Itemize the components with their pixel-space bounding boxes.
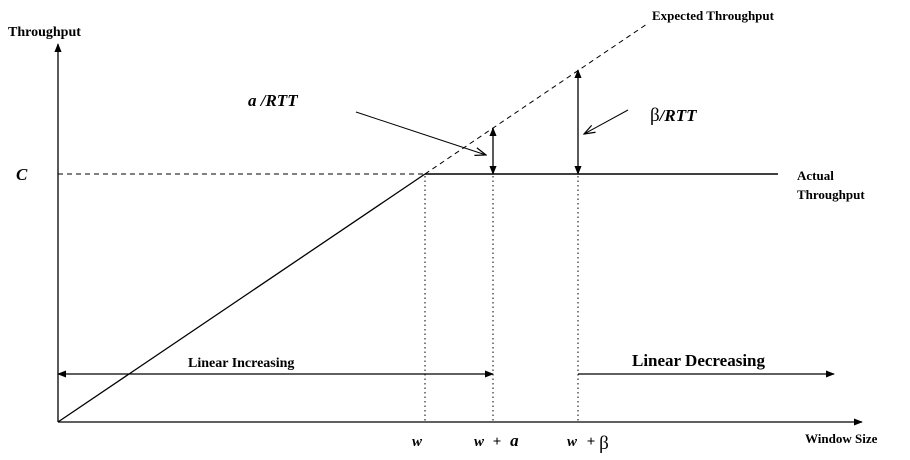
throughput-ramp-line	[57, 173, 426, 423]
w-plus-a-tick-label: w + a	[474, 431, 519, 450]
w-plus-a-a: a	[510, 431, 519, 450]
y-axis-label: Throughput	[8, 25, 81, 40]
actual-throughput-label-line2: Throughput	[797, 187, 865, 202]
w-plus-beta-tick-label: w + β	[567, 433, 609, 454]
actual-throughput-label-line1: Actual	[797, 168, 834, 183]
beta-label-pointer	[584, 109, 629, 134]
expected-throughput-label: Expected Throughput	[652, 8, 775, 23]
x-axis-label: Window Size	[805, 431, 878, 446]
w-plus-b-plus: +	[587, 434, 596, 450]
w-plus-b-beta: β	[599, 433, 609, 454]
capacity-label: C	[16, 165, 28, 184]
beta-rtt-suffix: /RTT	[658, 106, 697, 125]
linear-increasing-label: Linear Increasing	[188, 356, 294, 371]
alpha-rtt-label: a /RTT	[248, 91, 298, 110]
w-tick-label: w	[412, 434, 423, 450]
linear-decreasing-label: Linear Decreasing	[632, 351, 765, 370]
beta-rtt-label: β/RTT	[650, 105, 697, 126]
w-plus-a-plus: +	[493, 434, 502, 450]
alpha-label-pointer	[355, 111, 486, 155]
beta-symbol: β	[650, 105, 660, 126]
w-plus-a-w: w	[474, 434, 485, 450]
w-plus-b-w: w	[567, 434, 578, 450]
expected-throughput-line	[424, 23, 648, 175]
